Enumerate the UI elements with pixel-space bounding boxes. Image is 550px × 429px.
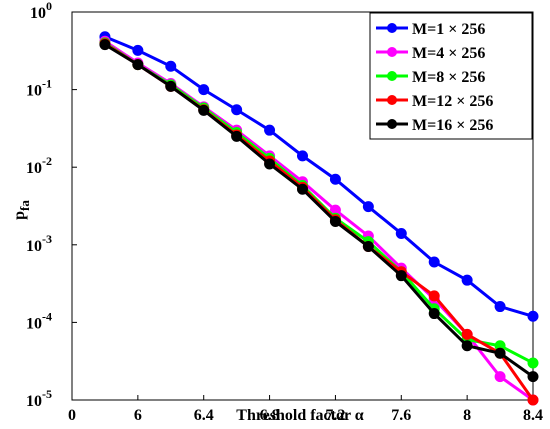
data-point: [428, 256, 440, 268]
data-point: [527, 310, 539, 322]
y-tick-base: 10: [26, 393, 42, 410]
x-tick-label: 8.4: [523, 407, 543, 424]
x-tick-label: 7.6: [391, 407, 411, 424]
data-point: [527, 394, 539, 406]
data-point: [494, 347, 506, 359]
data-point: [527, 357, 539, 369]
x-tick-label: 0: [68, 407, 76, 424]
y-tick-base: 10: [30, 5, 46, 22]
y-tick-exp: -2: [42, 154, 52, 168]
y-tick-label: 100: [30, 0, 52, 22]
legend-marker: [387, 95, 397, 105]
data-point: [395, 227, 407, 239]
data-point: [297, 183, 308, 195]
data-point: [461, 340, 473, 352]
y-tick-base: 10: [26, 238, 42, 255]
y-tick-exp: -1: [42, 77, 52, 91]
y-tick-label: 10-3: [26, 232, 52, 255]
x-tick-label: 8: [463, 407, 471, 424]
data-point: [198, 104, 210, 116]
data-point: [264, 124, 276, 136]
data-point: [132, 44, 144, 56]
series-line: [104, 43, 534, 378]
data-point: [231, 130, 243, 142]
y-axis-label: pfa: [11, 200, 32, 220]
y-tick-label: 10-5: [26, 387, 52, 410]
x-tick-label: 6: [134, 407, 142, 424]
data-point: [132, 59, 144, 71]
data-point: [428, 308, 440, 320]
x-axis-label: Threshold factor α: [236, 407, 364, 424]
data-point: [99, 39, 111, 51]
y-tick-base: 10: [26, 83, 42, 100]
data-point: [362, 241, 374, 253]
data-point: [329, 215, 341, 227]
legend-marker: [387, 119, 397, 129]
data-point: [461, 274, 473, 286]
series-line: [104, 35, 534, 318]
data-point: [165, 60, 177, 72]
y-tick-label: 10-4: [26, 309, 52, 332]
data-point: [329, 173, 341, 185]
data-point: [165, 80, 177, 92]
y-tick-exp: 0: [46, 0, 52, 13]
data-point: [428, 290, 440, 302]
legend-marker: [387, 71, 397, 81]
x-tick-label: 6.4: [194, 407, 214, 424]
data-point: [494, 301, 506, 313]
legend-label: M=8 × 256: [412, 69, 485, 86]
data-point: [231, 104, 243, 116]
y-tick-label: 10-1: [26, 77, 52, 100]
data-point: [527, 371, 539, 383]
data-point: [297, 150, 308, 162]
data-point: [198, 84, 210, 96]
data-point: [395, 270, 407, 282]
legend-label: M=1 × 256: [412, 21, 485, 38]
y-tick-exp: -5: [42, 387, 52, 401]
legend-marker: [387, 23, 397, 33]
legend-marker: [387, 47, 397, 57]
y-tick-exp: -4: [42, 309, 52, 323]
data-point: [264, 158, 276, 170]
y-tick-base: 10: [26, 315, 42, 332]
data-point: [494, 371, 506, 383]
legend-label: M=12 × 256: [412, 93, 493, 110]
data-point: [461, 328, 473, 340]
data-point: [362, 201, 374, 213]
legend-label: M=4 × 256: [412, 45, 485, 62]
legend-label: M=16 × 256: [412, 117, 493, 134]
x-tick-label: 7.2: [325, 407, 345, 424]
y-tick-label: 10-2: [26, 154, 52, 177]
x-tick-label: 6.8: [260, 407, 280, 424]
y-tick-base: 10: [26, 160, 42, 177]
y-tick-exp: -3: [42, 232, 52, 246]
